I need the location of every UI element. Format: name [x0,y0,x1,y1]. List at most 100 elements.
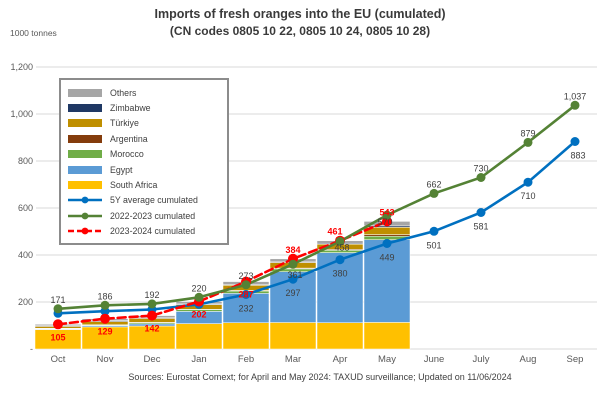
legend-item-2022-2023-cumulated: 2022-2023 cumulated [68,208,221,223]
data-label: 192 [144,290,159,300]
bar-segment-south-africa [269,322,317,350]
legend-item-others: Others [68,85,221,100]
legend-color-swatch [68,180,104,190]
y-tick-label: 800 [18,156,33,166]
legend-label: 2022-2023 cumulated [110,210,196,221]
x-tick-label: Oct [51,354,66,365]
data-label: 384 [285,245,300,255]
legend-item-egypt: Egypt [68,162,221,177]
line-marker [523,137,533,147]
legend-label: Türkiye [110,118,139,129]
data-label: 202 [191,310,206,320]
chart-title: Imports of fresh oranges into the EU (cu… [154,7,446,21]
line-marker [194,292,204,302]
line-marker [53,319,63,330]
y-tick-label: 1,000 [10,109,33,119]
line-marker [335,236,345,246]
line-marker [335,255,345,265]
legend-item-zimbabwe: Zimbabwe [68,100,221,115]
legend-item-5y-average-cumulated: 5Y average cumulated [68,193,221,208]
legend-item-2023-2024-cumulated: 2023-2024 cumulated [68,224,221,239]
data-label: 570 [377,217,392,227]
y-tick-label: 600 [18,203,33,213]
data-label: 380 [332,269,347,279]
data-label: 883 [570,151,585,161]
x-tick-label: May [378,354,396,365]
x-tick-label: Sep [567,354,584,365]
data-label: 710 [520,191,535,201]
x-tick-label: Mar [285,354,301,365]
bar-segment-south-africa [363,322,411,350]
legend-item-south-africa: South Africa [68,177,221,192]
x-tick-label: Feb [238,354,254,365]
data-label: 273 [238,271,253,281]
line-marker [382,239,392,248]
data-label: 142 [144,324,159,334]
line-marker [476,173,486,182]
data-label: 361 [287,270,302,280]
data-label: 220 [191,283,206,293]
chart-title-block: Imports of fresh oranges into the EU (cu… [0,6,600,39]
data-label: 297 [285,288,300,298]
line-marker [429,188,439,198]
line-marker [241,280,251,290]
legend-color-swatch [68,165,104,175]
data-label: 1,037 [564,91,587,101]
x-tick-label: July [473,354,490,365]
line-marker [476,208,486,217]
legend-label: Zimbabwe [110,103,151,114]
y-tick-label: 400 [18,250,33,260]
data-label: 730 [473,164,488,174]
line-1 [56,104,577,311]
legend-line-swatch [68,211,104,221]
legend-line-swatch [68,226,104,236]
line-marker [382,210,392,220]
y-tick-label: 1,200 [10,62,33,72]
x-tick-label: June [424,354,445,365]
bar-segment-south-africa [222,322,270,350]
legend-line-swatch [68,195,104,205]
source-note: Sources: Eurostat Comext; for April and … [128,372,512,382]
x-tick-label: Aug [520,354,537,365]
bar-segment-egypt [363,239,411,323]
legend-item-morocco: Morocco [68,147,221,162]
line-marker [429,226,439,236]
bar-segment-south-africa [175,323,223,350]
line-marker [523,177,533,187]
legend-label: 5Y average cumulated [110,195,198,206]
data-label: 581 [473,222,488,232]
y-axis-unit-label: 1000 tonnes [10,28,57,38]
legend-color-swatch [68,118,104,128]
line-marker [100,300,110,310]
bar-segment-egypt [316,252,364,323]
legend-label: 2023-2024 cumulated [110,226,196,237]
legend-label: South Africa [110,180,158,191]
data-label: 171 [50,295,65,305]
legend-color-swatch [68,103,104,113]
data-label: 287 [238,290,253,300]
line-marker [241,290,251,299]
data-label: 879 [520,128,535,138]
x-tick-label: Nov [97,354,114,365]
chart-subtitle: (CN codes 0805 10 22, 0805 10 24, 0805 1… [169,24,431,38]
data-label: 458 [334,242,349,252]
legend-item-t-rkiye: Türkiye [68,116,221,131]
data-label: 129 [97,327,112,337]
y-tick-label: - [30,344,33,354]
legend-color-swatch [68,134,104,144]
x-tick-label: Jan [191,354,206,365]
line-marker [147,310,157,321]
data-label: 449 [379,253,394,263]
line-marker [147,299,157,309]
legend-color-swatch [68,149,104,159]
legend-label: Egypt [110,164,133,175]
data-label: 186 [97,291,112,301]
chart-legend: Others Zimbabwe Türkiye Argentina Morocco Egy… [59,78,229,245]
line-marker [53,304,63,314]
data-label: 461 [327,227,342,237]
y-tick-label: 200 [18,297,33,307]
data-label: 232 [238,304,253,314]
legend-label: Morocco [110,149,144,160]
data-label: 105 [50,332,65,342]
